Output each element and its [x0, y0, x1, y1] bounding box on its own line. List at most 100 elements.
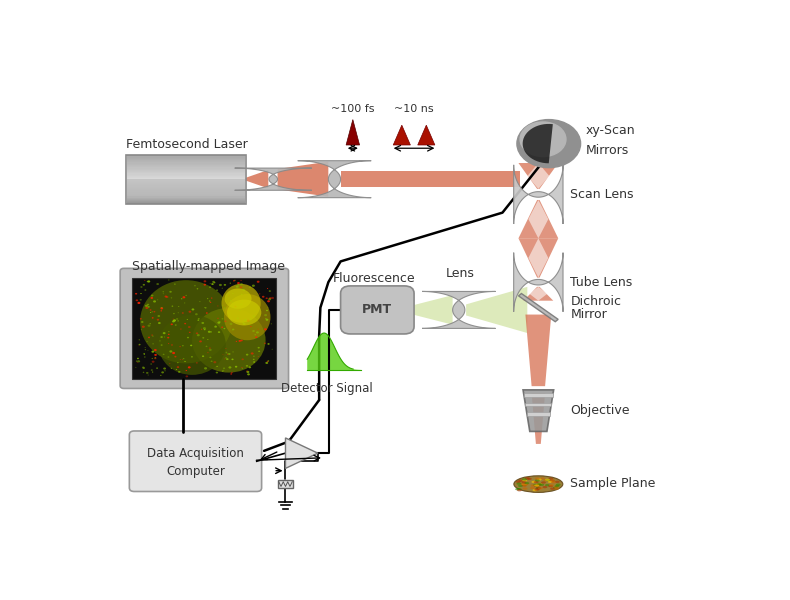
Ellipse shape: [252, 315, 255, 317]
Ellipse shape: [196, 362, 198, 364]
Ellipse shape: [136, 361, 137, 362]
Ellipse shape: [152, 350, 154, 353]
Ellipse shape: [184, 323, 186, 325]
Ellipse shape: [222, 370, 224, 372]
Text: Mirror: Mirror: [570, 308, 608, 321]
Text: Tube Lens: Tube Lens: [570, 276, 633, 289]
Ellipse shape: [225, 348, 227, 349]
Ellipse shape: [540, 484, 544, 486]
Circle shape: [224, 289, 251, 309]
Bar: [127, 182, 245, 183]
Ellipse shape: [532, 484, 537, 486]
Polygon shape: [528, 163, 549, 189]
Ellipse shape: [269, 297, 272, 299]
Ellipse shape: [553, 487, 558, 489]
Ellipse shape: [222, 305, 224, 306]
Ellipse shape: [213, 361, 216, 364]
Ellipse shape: [163, 293, 164, 294]
Ellipse shape: [204, 367, 207, 370]
Ellipse shape: [177, 362, 179, 363]
Polygon shape: [514, 165, 563, 224]
Bar: [126, 155, 246, 203]
Polygon shape: [418, 125, 435, 145]
Ellipse shape: [272, 349, 273, 350]
Ellipse shape: [164, 370, 166, 371]
Ellipse shape: [141, 321, 144, 323]
Ellipse shape: [161, 371, 164, 373]
Ellipse shape: [135, 293, 137, 295]
Bar: [127, 197, 245, 199]
Bar: [524, 393, 553, 397]
Ellipse shape: [268, 298, 271, 301]
Ellipse shape: [556, 484, 561, 486]
Ellipse shape: [171, 323, 173, 325]
Ellipse shape: [246, 320, 250, 322]
Ellipse shape: [555, 485, 559, 487]
Ellipse shape: [235, 306, 236, 307]
Ellipse shape: [536, 487, 540, 489]
Ellipse shape: [517, 482, 521, 485]
Ellipse shape: [160, 307, 164, 310]
Ellipse shape: [188, 326, 190, 328]
Ellipse shape: [522, 478, 527, 481]
Polygon shape: [529, 287, 547, 301]
Ellipse shape: [271, 297, 274, 299]
Ellipse shape: [152, 371, 153, 373]
Bar: [127, 191, 245, 193]
Ellipse shape: [243, 323, 246, 325]
Text: Mirrors: Mirrors: [585, 144, 629, 157]
Ellipse shape: [137, 302, 141, 304]
Bar: [133, 278, 276, 379]
Ellipse shape: [240, 286, 243, 288]
Ellipse shape: [147, 304, 149, 305]
Polygon shape: [529, 238, 548, 278]
Ellipse shape: [243, 289, 245, 291]
Ellipse shape: [537, 483, 542, 485]
Text: ~10 ns: ~10 ns: [394, 104, 434, 114]
Ellipse shape: [211, 283, 214, 285]
Ellipse shape: [192, 308, 265, 373]
Ellipse shape: [195, 313, 198, 315]
Ellipse shape: [223, 354, 224, 355]
Bar: [127, 196, 245, 197]
Bar: [127, 181, 245, 182]
Ellipse shape: [159, 315, 226, 375]
Ellipse shape: [256, 331, 259, 334]
Polygon shape: [518, 200, 559, 238]
Ellipse shape: [547, 481, 552, 483]
Ellipse shape: [197, 334, 200, 336]
Bar: [127, 157, 245, 158]
Text: Spatially-mapped Image: Spatially-mapped Image: [133, 260, 285, 273]
Ellipse shape: [242, 368, 243, 369]
Ellipse shape: [145, 289, 146, 291]
Ellipse shape: [524, 483, 529, 485]
Ellipse shape: [216, 289, 218, 291]
Ellipse shape: [246, 370, 248, 372]
Ellipse shape: [186, 295, 187, 296]
Ellipse shape: [521, 482, 525, 485]
Bar: [525, 403, 551, 406]
Polygon shape: [532, 393, 545, 444]
Ellipse shape: [204, 307, 205, 308]
Ellipse shape: [550, 479, 555, 482]
Ellipse shape: [219, 284, 222, 286]
Ellipse shape: [147, 280, 150, 283]
Ellipse shape: [194, 285, 196, 286]
Bar: [127, 195, 245, 196]
Polygon shape: [277, 161, 329, 197]
Ellipse shape: [535, 479, 540, 482]
FancyBboxPatch shape: [340, 286, 414, 334]
Ellipse shape: [179, 346, 181, 347]
Ellipse shape: [536, 478, 542, 481]
Ellipse shape: [177, 366, 179, 368]
Ellipse shape: [151, 369, 152, 371]
Polygon shape: [246, 170, 269, 188]
Ellipse shape: [211, 361, 213, 362]
Ellipse shape: [233, 280, 235, 281]
Ellipse shape: [548, 485, 553, 487]
Ellipse shape: [517, 488, 521, 490]
Ellipse shape: [167, 337, 169, 338]
Ellipse shape: [235, 286, 239, 288]
Ellipse shape: [532, 481, 536, 483]
Ellipse shape: [176, 369, 177, 370]
